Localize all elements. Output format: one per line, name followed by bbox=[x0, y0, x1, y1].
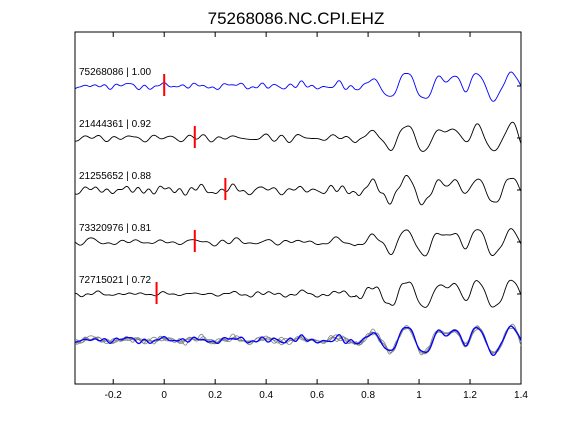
trace-waveform bbox=[74, 71, 522, 102]
x-tick-label: -0.2 bbox=[105, 390, 123, 401]
x-tick-label: 0.4 bbox=[259, 390, 273, 401]
trace-waveform bbox=[74, 175, 522, 206]
x-tick-label: 0.8 bbox=[361, 390, 375, 401]
x-tick-label: 0 bbox=[161, 390, 167, 401]
trace-label: 21444361 | 0.92 bbox=[79, 119, 152, 130]
trace-waveform bbox=[75, 121, 522, 152]
chart-title: 75268086.NC.CPI.EHZ bbox=[208, 9, 385, 28]
x-axis: -0.2 0 0.2 0.4 0.6 0.8 1 1.2 1.4 bbox=[105, 32, 528, 401]
x-tick-label: 0.2 bbox=[208, 390, 222, 401]
plot-frame bbox=[74, 31, 522, 385]
x-tick-label: 1.2 bbox=[463, 390, 477, 401]
x-tick-label: 1.4 bbox=[514, 390, 528, 401]
stack-reference-trace bbox=[74, 325, 522, 356]
trace-group: 75268086 | 1.00 21444361 | 0.92 21255652 |… bbox=[74, 67, 522, 356]
trace-label: 21255652 | 0.88 bbox=[79, 171, 152, 182]
trace-waveform bbox=[74, 228, 522, 257]
trace-label: 75268086 | 1.00 bbox=[79, 67, 152, 78]
x-tick-label: 0.6 bbox=[310, 390, 324, 401]
x-tick-label: 1 bbox=[416, 390, 422, 401]
trace-waveform bbox=[75, 279, 522, 308]
trace-label: 73320976 | 0.81 bbox=[79, 223, 152, 234]
trace-label: 72715021 | 0.72 bbox=[79, 275, 152, 286]
